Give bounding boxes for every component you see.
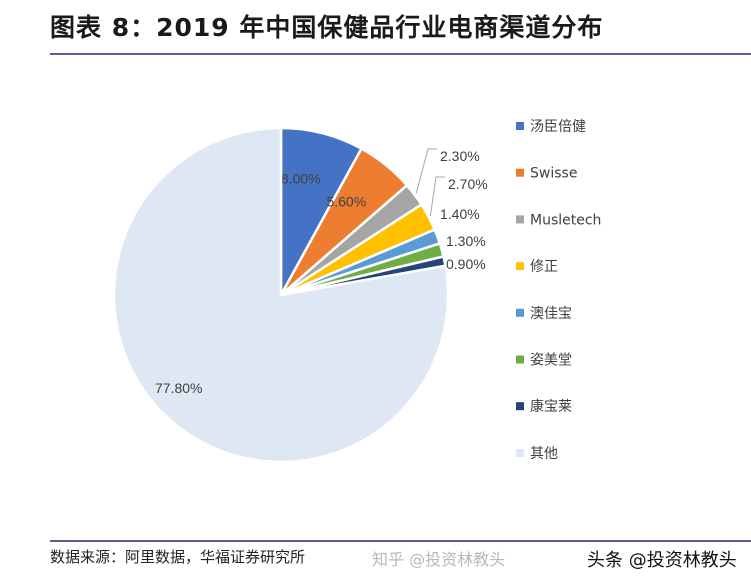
legend-swatch-6 <box>516 402 524 411</box>
data-label-3: 2.70% <box>448 176 488 192</box>
footer-divider <box>50 540 751 542</box>
legend-swatch-4 <box>516 308 524 317</box>
legend-label-1: Swisse <box>530 166 577 182</box>
watermark-zhihu: 知乎 @投资林教头 <box>372 550 506 569</box>
legend-swatch-0 <box>516 122 524 130</box>
data-label-4: 1.40% <box>440 206 480 222</box>
legend-label-5: 姿美堂 <box>530 353 572 369</box>
legend-label-2: Musletech <box>530 212 601 228</box>
pie-slice-7 <box>112 126 450 464</box>
legend-swatch-7 <box>516 448 524 457</box>
legend-swatch-5 <box>516 355 524 364</box>
data-label-2: 2.30% <box>440 148 480 164</box>
legend-swatch-1 <box>516 168 524 177</box>
leader-line-2 <box>415 148 437 194</box>
legend-label-0: 汤臣倍健 <box>530 119 586 135</box>
legend-swatch-3 <box>516 262 524 271</box>
data-label-7: 77.80% <box>155 380 202 396</box>
data-label-1: 5.60% <box>326 193 366 209</box>
data-label-6: 0.90% <box>446 256 486 272</box>
source-note: 数据来源：阿里数据，华福证券研究所 <box>50 548 306 566</box>
data-label-5: 1.30% <box>446 233 486 249</box>
data-label-0: 8.00% <box>281 171 321 187</box>
legend-label-7: 其他 <box>530 446 558 462</box>
watermark-toutiao: 头条 @投资林教头 <box>587 550 737 571</box>
title-divider <box>50 53 751 55</box>
figure-title: 图表 8：2019 年中国保健品行业电商渠道分布 <box>50 13 604 42</box>
legend-label-6: 康宝莱 <box>530 398 572 415</box>
legend-swatch-2 <box>516 215 524 224</box>
leader-line-3 <box>429 176 445 216</box>
legend-label-4: 澳佳宝 <box>530 306 572 322</box>
legend-label-3: 修正 <box>530 259 558 275</box>
